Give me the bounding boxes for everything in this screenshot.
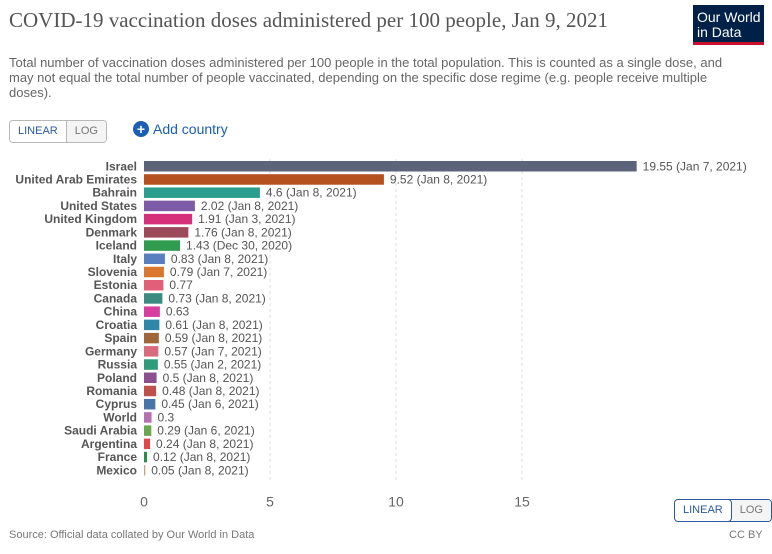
category-label-22: France	[98, 450, 138, 464]
bar-19	[144, 412, 152, 423]
chart-subtitle: Total number of vaccination doses admini…	[9, 55, 749, 100]
category-label-1: United Arab Emirates	[15, 172, 137, 186]
category-label-15: Russia	[98, 358, 138, 372]
category-label-21: Argentina	[81, 437, 137, 451]
linear-scale-button[interactable]: LINEAR	[10, 121, 67, 142]
bar-9	[144, 280, 163, 291]
value-label-5: 1.76 (Jan 8, 2021)	[194, 225, 291, 239]
value-label-12: 0.61 (Jan 8, 2021)	[165, 318, 262, 332]
value-label-6: 1.43 (Dec 30, 2020)	[186, 239, 292, 253]
category-label-16: Poland	[97, 371, 137, 385]
value-label-18: 0.45 (Jan 6, 2021)	[161, 397, 258, 411]
bar-12	[144, 320, 159, 331]
category-label-18: Cyprus	[96, 397, 138, 411]
license-link[interactable]: CC BY	[729, 529, 763, 541]
bar-23	[144, 465, 145, 476]
value-label-0: 19.55 (Jan 7, 2021)	[643, 159, 747, 173]
bar-chart: 0 5 10 15 Israel 19.55 (Jan 7, 2021) United Ar…	[0, 150, 772, 510]
bar-7	[144, 254, 165, 265]
bar-14	[144, 346, 158, 357]
category-label-10: Canada	[94, 291, 138, 305]
bar-3	[144, 201, 195, 212]
plus-circle-icon: +	[133, 121, 149, 137]
category-label-2: Bahrain	[92, 186, 137, 200]
bar-8	[144, 267, 164, 278]
bar-0	[144, 161, 637, 172]
bar-21	[144, 439, 150, 450]
scale-toggle-bottom: LINEAR LOG	[674, 499, 772, 522]
category-label-13: Spain	[104, 331, 137, 345]
value-label-1: 9.52 (Jan 8, 2021)	[390, 172, 487, 186]
x-tick-label-3: 15	[514, 493, 530, 509]
value-label-4: 1.91 (Jan 3, 2021)	[198, 212, 295, 226]
category-label-9: Estonia	[94, 278, 138, 292]
category-label-5: Denmark	[86, 225, 138, 239]
owid-logo[interactable]: Our World in Data	[693, 5, 764, 45]
scale-toggle-top: LINEAR LOG	[9, 120, 107, 143]
value-label-13: 0.59 (Jan 8, 2021)	[165, 331, 262, 345]
category-label-20: Saudi Arabia	[64, 424, 137, 438]
chart-title: COVID-19 vaccination doses administered …	[9, 8, 679, 32]
bar-4	[144, 214, 192, 225]
bar-5	[144, 227, 188, 238]
value-label-8: 0.79 (Jan 7, 2021)	[170, 265, 267, 279]
bar-2	[144, 187, 260, 198]
value-label-19: 0.3	[158, 410, 175, 424]
bar-6	[144, 240, 180, 251]
linear-scale-button-bottom[interactable]: LINEAR	[674, 499, 732, 522]
category-label-3: United States	[60, 199, 137, 213]
value-label-21: 0.24 (Jan 8, 2021)	[156, 437, 253, 451]
bar-16	[144, 373, 157, 384]
category-label-17: Romania	[86, 384, 137, 398]
value-label-23: 0.05 (Jan 8, 2021)	[151, 463, 248, 477]
category-label-14: Germany	[85, 344, 137, 358]
add-country-button[interactable]: + Add country	[133, 121, 228, 137]
bar-13	[144, 333, 159, 344]
value-label-3: 2.02 (Jan 8, 2021)	[201, 199, 298, 213]
category-label-12: Croatia	[96, 318, 138, 332]
value-label-20: 0.29 (Jan 6, 2021)	[157, 424, 254, 438]
source-note: Source: Official data collated by Our Wo…	[9, 529, 254, 541]
value-label-10: 0.73 (Jan 8, 2021)	[168, 291, 265, 305]
value-label-14: 0.57 (Jan 7, 2021)	[164, 344, 261, 358]
bar-10	[144, 293, 162, 304]
log-scale-button-bottom[interactable]: LOG	[732, 500, 771, 521]
value-label-9: 0.77	[169, 278, 193, 292]
x-tick-label-0: 0	[140, 493, 148, 509]
bar-1	[144, 174, 384, 185]
value-label-16: 0.5 (Jan 8, 2021)	[163, 371, 254, 385]
x-tick-label-1: 5	[266, 493, 274, 509]
bar-18	[144, 399, 155, 410]
category-label-4: United Kingdom	[44, 212, 137, 226]
category-label-6: Iceland	[96, 239, 137, 253]
x-tick-label-2: 10	[388, 493, 404, 509]
bar-17	[144, 386, 156, 397]
value-label-22: 0.12 (Jan 8, 2021)	[153, 450, 250, 464]
value-label-11: 0.63	[166, 305, 190, 319]
bar-15	[144, 359, 158, 370]
bar-11	[144, 306, 160, 317]
category-label-11: China	[104, 305, 138, 319]
value-label-17: 0.48 (Jan 8, 2021)	[162, 384, 259, 398]
add-country-label: Add country	[153, 121, 228, 137]
category-label-8: Slovenia	[88, 265, 138, 279]
category-label-7: Italy	[113, 252, 137, 266]
bar-20	[144, 425, 151, 436]
value-label-7: 0.83 (Jan 8, 2021)	[171, 252, 268, 266]
logo-line-2: in Data	[697, 25, 764, 40]
value-label-15: 0.55 (Jan 2, 2021)	[164, 358, 261, 372]
category-label-0: Israel	[106, 159, 137, 173]
log-scale-button[interactable]: LOG	[67, 121, 106, 142]
category-label-23: Mexico	[96, 463, 137, 477]
value-label-2: 4.6 (Jan 8, 2021)	[266, 186, 357, 200]
bar-22	[144, 452, 147, 463]
category-label-19: World	[103, 410, 137, 424]
logo-line-1: Our World	[697, 10, 764, 25]
